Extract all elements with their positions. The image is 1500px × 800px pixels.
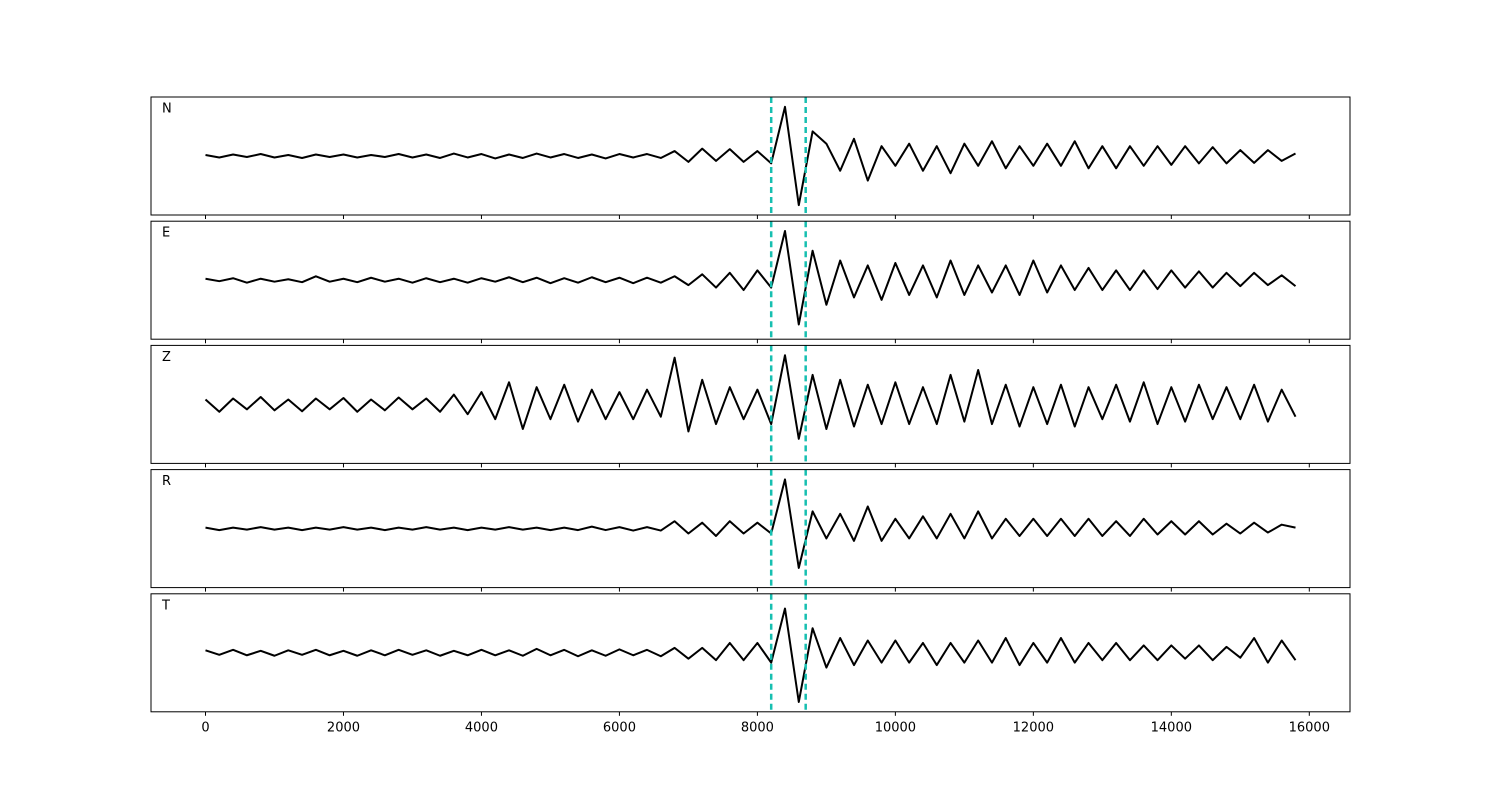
panel-label: R [162,474,171,489]
trace [205,478,1296,569]
x-tick-label: 6000 [603,720,636,735]
panel-frame [150,344,1351,464]
trace [204,354,1297,440]
trace [205,607,1297,703]
x-tick-label: 4000 [465,720,498,735]
panel-frame [150,96,1351,216]
panel-label: Z [162,350,171,365]
x-tick-label: 10000 [875,720,916,735]
panel-label: N [162,102,172,117]
x-tick-label: 0 [201,720,209,735]
trace [205,230,1297,326]
trace [205,105,1296,207]
panel-label: T [161,598,170,613]
x-tick-label: 16000 [1289,720,1330,735]
panel-frame [150,220,1351,340]
x-tick-label: 12000 [1013,720,1054,735]
x-tick-label: 8000 [741,720,774,735]
x-tick-label: 2000 [327,720,360,735]
panel-frame [150,469,1351,589]
panel-frame [150,593,1351,713]
panel-label: E [162,226,170,241]
x-tick-label: 14000 [1151,720,1192,735]
